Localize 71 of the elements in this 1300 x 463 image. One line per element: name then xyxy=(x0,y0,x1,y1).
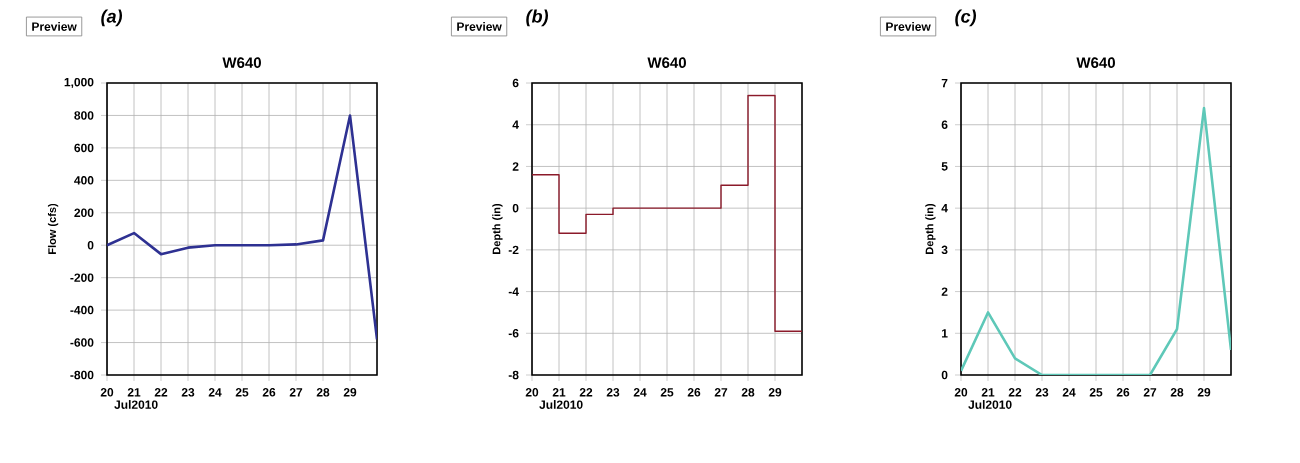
x-tick-label: 25 xyxy=(1089,388,1103,397)
y-tick-label: 1 xyxy=(942,329,948,338)
y-axis-title: Depth (in) xyxy=(925,203,936,254)
x-tick-label: 21 xyxy=(127,388,141,397)
chart-title: W640 xyxy=(647,57,686,68)
x-tick-label: 20 xyxy=(100,388,114,397)
y-tick-label: -800 xyxy=(70,370,94,380)
y-tick-label: 400 xyxy=(74,176,94,185)
x-tick-label: 27 xyxy=(714,388,728,397)
x-tick-label: 28 xyxy=(316,388,330,397)
y-tick-label: 600 xyxy=(74,143,94,153)
x-tick-label: 23 xyxy=(1035,388,1049,397)
x-tick-label: 24 xyxy=(633,388,647,397)
y-tick-label: -400 xyxy=(70,305,94,315)
y-tick-label: 5 xyxy=(941,162,948,171)
x-tick-label: 22 xyxy=(579,388,593,397)
y-tick-label: -8 xyxy=(508,370,519,380)
x-tick-label: 26 xyxy=(687,388,701,397)
x-tick-label: 24 xyxy=(208,388,222,397)
y-tick-label: -4 xyxy=(508,287,519,296)
y-tick-label: 6 xyxy=(512,78,519,88)
text: (a) xyxy=(101,9,123,27)
x-tick-label: 23 xyxy=(606,388,620,397)
text: Preview xyxy=(457,22,502,31)
y-tick-label: -600 xyxy=(70,338,94,347)
x-axis-title: Jul2010 xyxy=(968,400,1012,409)
y-tick-label: 0 xyxy=(512,203,519,213)
y-tick-label: 4 xyxy=(941,204,948,213)
x-tick-label: 28 xyxy=(741,388,755,397)
x-tick-label: 29 xyxy=(1197,388,1211,397)
x-tick-label: 29 xyxy=(343,388,357,397)
chart-title: W640 xyxy=(222,57,261,68)
x-tick-label: 23 xyxy=(181,388,195,397)
chart-title: W640 xyxy=(1076,57,1115,68)
text: (c) xyxy=(955,9,977,27)
x-axis-title: Jul2010 xyxy=(539,400,583,409)
x-tick-label: 29 xyxy=(768,388,782,397)
x-tick-label: 27 xyxy=(1143,388,1157,397)
x-tick-label: 20 xyxy=(954,388,968,397)
y-tick-label: 2 xyxy=(941,287,948,296)
y-axis-title: Flow (cfs) xyxy=(47,203,59,254)
x-tick-label: 21 xyxy=(552,388,566,397)
y-tick-label: 3 xyxy=(941,245,948,255)
x-tick-label: 20 xyxy=(525,388,539,397)
y-tick-label: 4 xyxy=(512,120,519,129)
x-tick-label: 28 xyxy=(1170,388,1184,397)
y-tick-label: 1,000 xyxy=(64,77,94,89)
text: Preview xyxy=(886,22,931,31)
x-tick-label: 24 xyxy=(1062,388,1076,397)
x-tick-label: 21 xyxy=(981,388,995,397)
y-tick-label: 0 xyxy=(941,370,948,380)
x-tick-label: 26 xyxy=(262,388,276,397)
y-tick-label: 7 xyxy=(941,78,948,88)
x-tick-label: 22 xyxy=(1008,388,1022,397)
y-tick-label: -2 xyxy=(508,245,519,255)
y-tick-label: 200 xyxy=(74,208,94,218)
y-tick-label: 2 xyxy=(512,162,519,171)
y-tick-label: -200 xyxy=(70,273,94,282)
y-tick-label: 6 xyxy=(941,120,948,129)
y-axis-title: Depth (in) xyxy=(492,203,503,254)
x-tick-label: 26 xyxy=(1116,388,1130,397)
y-tick-label: -6 xyxy=(508,329,519,338)
x-tick-label: 22 xyxy=(154,388,168,397)
y-tick-label: 0 xyxy=(87,240,94,250)
x-tick-label: 27 xyxy=(289,388,303,397)
x-tick-label: 25 xyxy=(235,388,249,397)
x-tick-label: 25 xyxy=(660,388,674,397)
text: Preview xyxy=(32,22,77,31)
x-axis-title: Jul2010 xyxy=(114,400,158,409)
y-tick-label: 800 xyxy=(74,111,94,120)
text: (b) xyxy=(526,9,549,27)
